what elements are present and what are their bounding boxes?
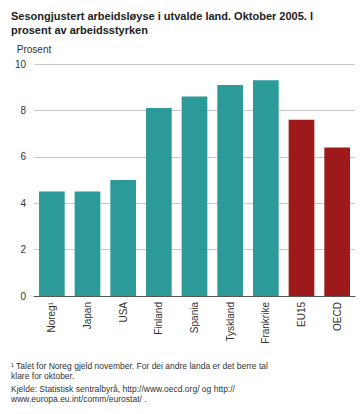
svg-text:Kjelde: Statistisk sentralbyrå: Kjelde: Statistisk sentralbyrå, http://w… (11, 384, 236, 394)
svg-text:¹ Talet for Noreg gjeld novemb: ¹ Talet for Noreg gjeld november. For de… (11, 361, 270, 371)
svg-text:0: 0 (20, 291, 26, 302)
svg-text:klare for oktober.: klare for oktober. (11, 371, 74, 381)
svg-text:Noreg¹: Noreg¹ (46, 301, 57, 332)
svg-text:Frankrike: Frankrike (260, 302, 271, 344)
svg-text:Japan: Japan (82, 302, 93, 329)
svg-text:4: 4 (20, 198, 26, 209)
svg-text:EU15: EU15 (296, 302, 307, 327)
svg-text:Prosent: Prosent (17, 44, 52, 55)
svg-text:2: 2 (20, 244, 26, 255)
svg-text:OECD: OECD (332, 302, 343, 331)
svg-text:Spania: Spania (189, 302, 200, 334)
svg-text:8: 8 (20, 105, 26, 116)
svg-text:www.europa.eu.int/comm/eurosta: www.europa.eu.int/comm/eurostat/ . (10, 394, 147, 404)
svg-text:6: 6 (20, 151, 26, 162)
svg-text:Sesongjustert arbeidsløyse i u: Sesongjustert arbeidsløyse i utvalde lan… (11, 10, 316, 22)
svg-text:USA: USA (118, 302, 129, 323)
svg-text:prosent av arbeidsstyrken: prosent av arbeidsstyrken (11, 24, 148, 36)
svg-text:10: 10 (15, 59, 27, 70)
svg-text:Finland: Finland (153, 302, 164, 335)
svg-text:Tyskland: Tyskland (225, 302, 236, 341)
